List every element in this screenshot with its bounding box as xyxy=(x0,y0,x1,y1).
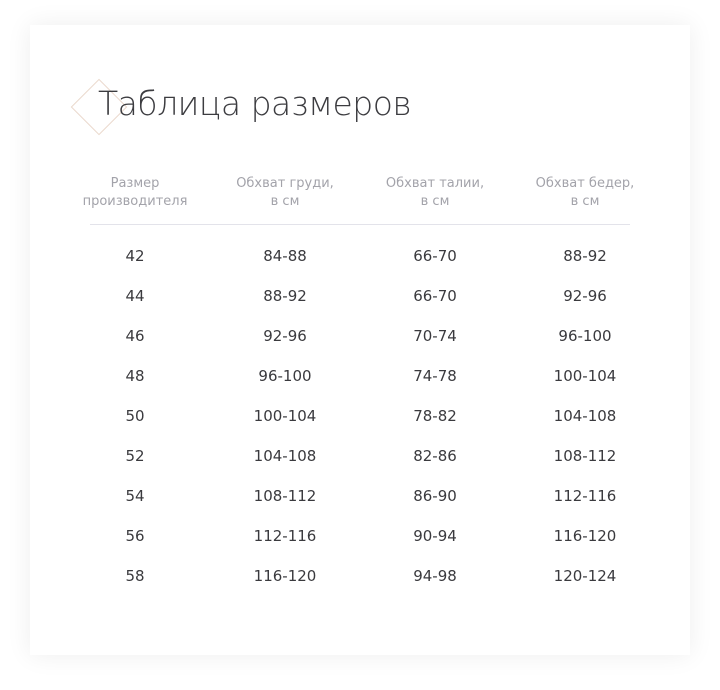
table-row: 52 104-108 82-86 108-112 xyxy=(60,436,660,476)
table-cell: 66-70 xyxy=(413,247,457,265)
table-cell: 54 xyxy=(125,487,145,505)
table-cell: 42 xyxy=(125,247,145,265)
table-cell: 58 xyxy=(125,567,145,585)
column-header: Размер производителя xyxy=(82,176,188,209)
table-row: 48 96-100 74-78 100-104 xyxy=(60,356,660,396)
table-row: 54 108-112 86-90 112-116 xyxy=(60,476,660,516)
table-cell: 100-104 xyxy=(253,407,317,425)
table-cell: 112-116 xyxy=(553,487,617,505)
table-row: 58 116-120 94-98 120-124 xyxy=(60,556,660,596)
table-cell: 112-116 xyxy=(253,527,317,545)
table-cell: 70-74 xyxy=(413,327,457,345)
table-header: Размер производителя Обхват груди, в см … xyxy=(60,175,660,211)
table-cell: 108-112 xyxy=(553,447,617,465)
table-row: 44 88-92 66-70 92-96 xyxy=(60,276,660,316)
header-divider xyxy=(90,224,630,225)
size-chart-card xyxy=(30,25,690,655)
table-cell: 66-70 xyxy=(413,287,457,305)
table-body: 42 84-88 66-70 88-92 44 88-92 66-70 92-96 46 92-9… xyxy=(60,236,660,596)
table-row: 46 92-96 70-74 96-100 xyxy=(60,316,660,356)
column-header: Обхват бедер, в см xyxy=(535,176,635,209)
table-cell: 82-86 xyxy=(413,447,457,465)
table-cell: 84-88 xyxy=(263,247,307,265)
table-cell: 48 xyxy=(125,367,145,385)
table-cell: 96-100 xyxy=(258,367,312,385)
table-cell: 120-124 xyxy=(553,567,617,585)
table-cell: 52 xyxy=(125,447,145,465)
table-cell: 116-120 xyxy=(553,527,617,545)
table-cell: 78-82 xyxy=(413,407,457,425)
table-cell: 96-100 xyxy=(558,327,612,345)
table-cell: 108-112 xyxy=(253,487,317,505)
column-header: Обхват груди, в см xyxy=(236,176,334,209)
table-cell: 100-104 xyxy=(553,367,617,385)
table-cell: 86-90 xyxy=(413,487,457,505)
table-cell: 90-94 xyxy=(413,527,457,545)
table-cell: 92-96 xyxy=(563,287,607,305)
table-cell: 88-92 xyxy=(263,287,307,305)
page-title: Таблица размеров xyxy=(98,84,412,123)
table-cell: 44 xyxy=(125,287,145,305)
table-cell: 88-92 xyxy=(563,247,607,265)
table-cell: 46 xyxy=(125,327,145,345)
table-cell: 94-98 xyxy=(413,567,457,585)
table-cell: 74-78 xyxy=(413,367,457,385)
column-header: Обхват талии, в см xyxy=(385,176,485,209)
table-cell: 92-96 xyxy=(263,327,307,345)
table-cell: 56 xyxy=(125,527,145,545)
table-cell: 104-108 xyxy=(253,447,317,465)
table-cell: 50 xyxy=(125,407,145,425)
table-cell: 104-108 xyxy=(553,407,617,425)
table-cell: 116-120 xyxy=(253,567,317,585)
table-row: 50 100-104 78-82 104-108 xyxy=(60,396,660,436)
table-row: 42 84-88 66-70 88-92 xyxy=(60,236,660,276)
table-row: 56 112-116 90-94 116-120 xyxy=(60,516,660,556)
